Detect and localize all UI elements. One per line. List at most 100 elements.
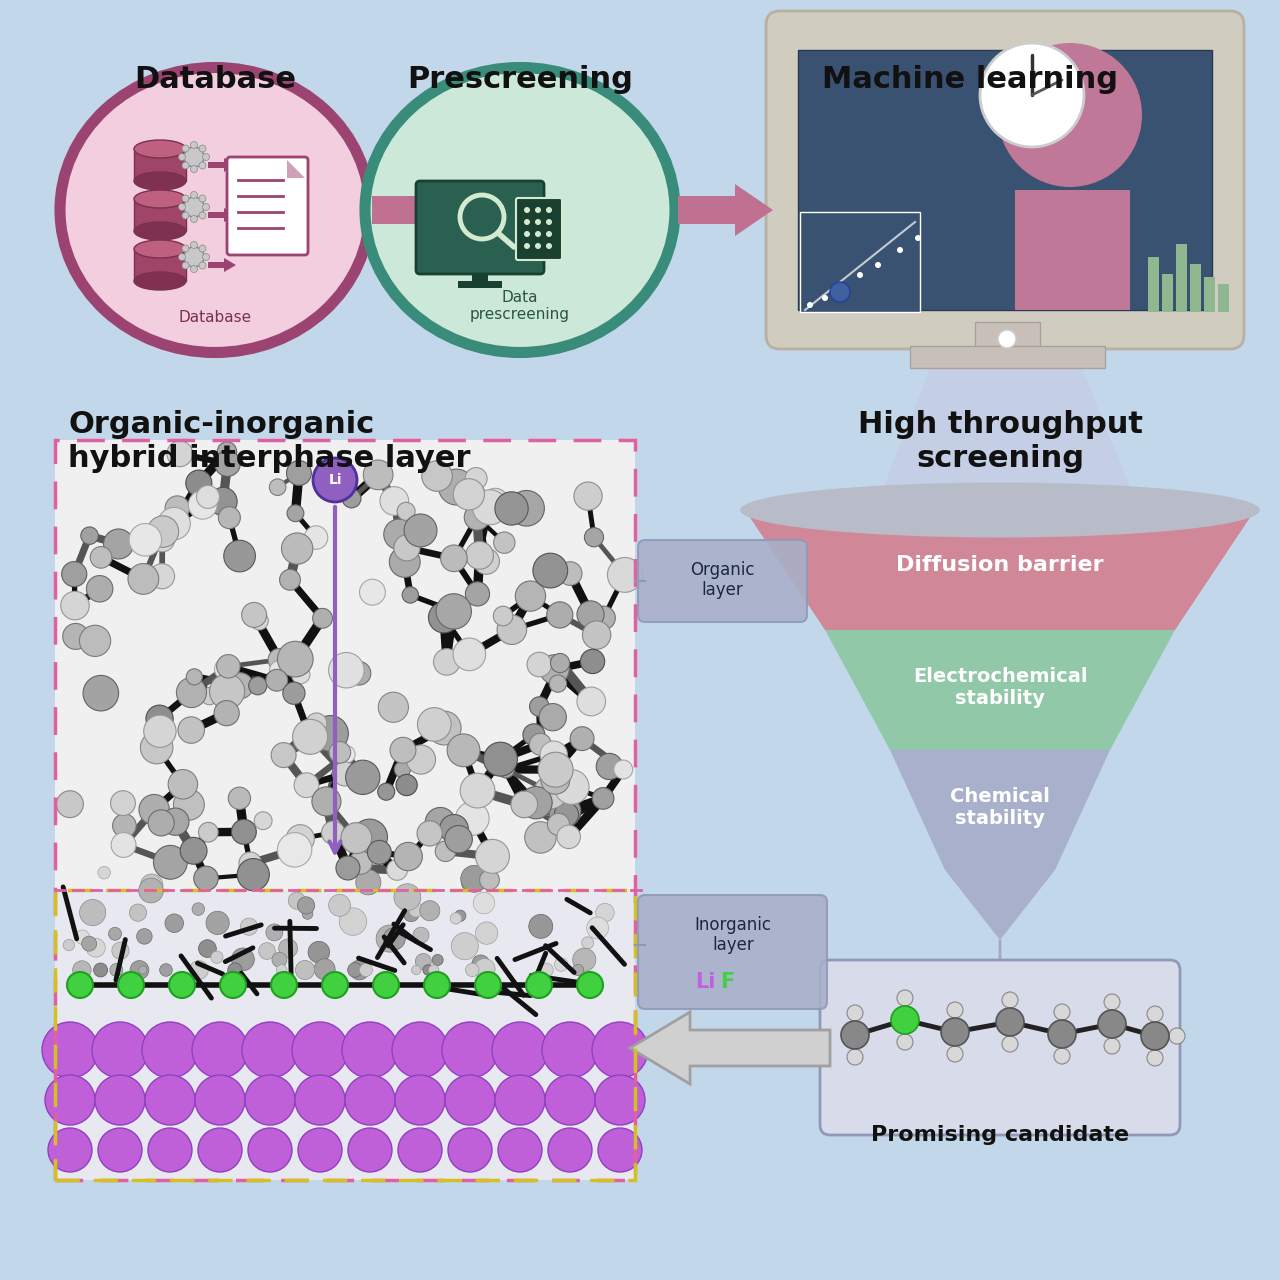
Circle shape	[79, 625, 110, 657]
Circle shape	[189, 960, 209, 979]
Circle shape	[439, 468, 475, 506]
Circle shape	[498, 1128, 541, 1172]
Circle shape	[580, 649, 604, 673]
Ellipse shape	[740, 483, 1260, 538]
Circle shape	[379, 692, 408, 722]
Circle shape	[527, 653, 552, 677]
Circle shape	[614, 760, 632, 780]
Circle shape	[915, 236, 922, 241]
Circle shape	[433, 955, 443, 965]
Circle shape	[314, 959, 335, 979]
Circle shape	[980, 44, 1084, 147]
Circle shape	[198, 262, 206, 269]
Circle shape	[822, 294, 828, 301]
Circle shape	[434, 649, 460, 675]
Circle shape	[535, 230, 541, 237]
Circle shape	[282, 532, 312, 564]
Circle shape	[110, 964, 123, 977]
Circle shape	[545, 1075, 595, 1125]
Circle shape	[109, 927, 122, 941]
Circle shape	[547, 207, 552, 212]
Circle shape	[76, 931, 90, 945]
Circle shape	[406, 745, 435, 774]
Circle shape	[202, 154, 210, 160]
Circle shape	[465, 467, 488, 489]
Circle shape	[539, 704, 566, 731]
Circle shape	[198, 244, 206, 252]
Circle shape	[49, 1128, 92, 1172]
Circle shape	[1169, 1028, 1185, 1044]
Circle shape	[278, 641, 314, 677]
Circle shape	[131, 960, 148, 979]
Circle shape	[572, 948, 595, 972]
Circle shape	[306, 713, 326, 733]
Circle shape	[511, 791, 538, 818]
Circle shape	[453, 637, 485, 671]
Circle shape	[168, 769, 197, 799]
Circle shape	[215, 658, 236, 680]
Circle shape	[524, 723, 545, 746]
Circle shape	[141, 874, 163, 896]
Circle shape	[474, 892, 494, 914]
Circle shape	[541, 765, 570, 794]
Circle shape	[178, 204, 186, 210]
Bar	[458, 282, 502, 288]
Bar	[55, 440, 635, 1180]
Bar	[1190, 264, 1201, 312]
Circle shape	[394, 762, 411, 777]
Circle shape	[452, 933, 479, 960]
Circle shape	[547, 243, 552, 250]
Circle shape	[582, 621, 611, 649]
Circle shape	[292, 666, 310, 684]
Polygon shape	[287, 160, 305, 178]
Circle shape	[841, 1021, 869, 1050]
Circle shape	[520, 787, 552, 819]
Circle shape	[250, 612, 269, 630]
Circle shape	[111, 832, 136, 858]
Circle shape	[483, 488, 508, 515]
Circle shape	[150, 527, 175, 552]
Circle shape	[186, 470, 212, 497]
Circle shape	[178, 717, 205, 744]
Circle shape	[1147, 1050, 1164, 1066]
Circle shape	[161, 808, 189, 836]
Circle shape	[837, 285, 844, 291]
FancyBboxPatch shape	[637, 540, 806, 622]
Circle shape	[177, 677, 206, 708]
Circle shape	[480, 870, 499, 890]
Circle shape	[312, 608, 333, 628]
Circle shape	[191, 142, 197, 148]
Circle shape	[211, 951, 223, 964]
Bar	[1148, 257, 1158, 312]
Circle shape	[376, 925, 403, 952]
Circle shape	[461, 773, 495, 808]
Circle shape	[474, 959, 495, 979]
Circle shape	[73, 961, 91, 979]
Circle shape	[237, 859, 269, 891]
Circle shape	[1103, 1038, 1120, 1053]
Circle shape	[99, 1128, 142, 1172]
Circle shape	[530, 733, 552, 755]
Circle shape	[201, 687, 218, 705]
Polygon shape	[855, 369, 1160, 561]
Circle shape	[42, 1021, 99, 1078]
Circle shape	[146, 705, 173, 732]
Circle shape	[206, 911, 229, 934]
Bar	[800, 212, 920, 312]
Circle shape	[202, 204, 210, 210]
Circle shape	[202, 253, 210, 261]
Circle shape	[60, 591, 90, 620]
Circle shape	[530, 696, 549, 717]
Circle shape	[142, 1021, 198, 1078]
Circle shape	[451, 913, 462, 924]
Circle shape	[367, 841, 392, 864]
Circle shape	[346, 1075, 396, 1125]
Circle shape	[456, 801, 489, 836]
Circle shape	[271, 952, 287, 968]
Ellipse shape	[60, 68, 370, 352]
Polygon shape	[209, 209, 236, 221]
Circle shape	[184, 147, 204, 166]
Circle shape	[81, 527, 99, 544]
Circle shape	[497, 614, 526, 645]
Circle shape	[288, 892, 306, 909]
